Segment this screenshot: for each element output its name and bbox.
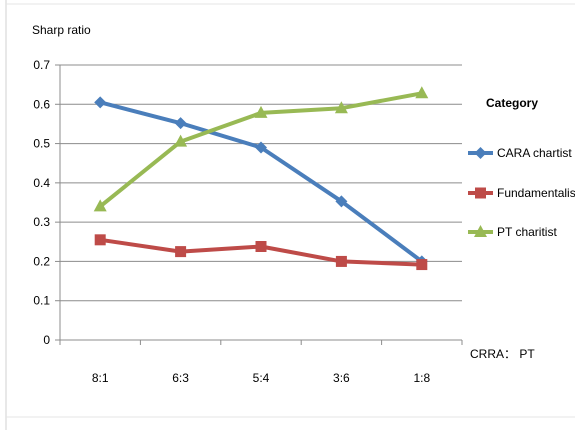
data-point (174, 134, 188, 147)
data-point (93, 199, 107, 212)
legend-swatch-marker (474, 225, 487, 237)
y-tick-label: 0.7 (33, 58, 50, 72)
data-point (416, 259, 428, 271)
x-tick-label: 3:6 (333, 371, 350, 385)
legend-label: CARA chartist (497, 146, 572, 160)
y-tick-label: 0 (43, 333, 50, 347)
data-point (94, 234, 106, 246)
x-tick-label: 6:3 (172, 371, 189, 385)
legend-item: PT charitist (468, 225, 557, 239)
data-point (415, 86, 429, 99)
data-point (255, 241, 267, 252)
y-tick-label: 0.2 (33, 254, 50, 268)
x-tick-label: 5:4 (253, 371, 270, 385)
axes (55, 64, 463, 345)
series-fundamentalist (94, 234, 428, 271)
legend-item: Fundamentalist (468, 186, 575, 200)
legend-swatch-marker (474, 147, 487, 159)
data-point (334, 101, 348, 114)
x-tick-label: 1:8 (413, 371, 430, 385)
y-axis-title: Sharp ratio (32, 23, 91, 37)
legend-label: PT charitist (497, 225, 557, 239)
x-axis-title: CRRA： PT (470, 347, 535, 361)
y-tick-label: 0.4 (33, 176, 50, 190)
x-tick-label: 8:1 (92, 371, 109, 385)
data-point (174, 117, 187, 130)
legend-swatch-marker (475, 187, 486, 199)
data-point (94, 96, 107, 109)
data-point (175, 246, 187, 258)
y-tick-label: 0.6 (33, 97, 50, 111)
legend-item: CARA chartist (468, 146, 572, 160)
series-pt-charitist (93, 86, 429, 212)
data-point (335, 255, 347, 267)
legend: CARA chartist Fundamentalist PT charitist (468, 146, 575, 239)
y-tick-label: 0.3 (33, 215, 50, 229)
y-tick-label: 0.1 (33, 294, 50, 308)
series-group (93, 86, 429, 271)
y-tick-labels: 0 0.1 0.2 0.3 0.4 0.5 0.6 0.7 (33, 58, 50, 347)
legend-label: Fundamentalist (497, 186, 575, 200)
data-point (254, 105, 268, 118)
legend-title: Category (486, 96, 538, 110)
data-point (255, 141, 267, 154)
data-point (335, 195, 348, 208)
gridlines (60, 64, 462, 302)
x-tick-labels: 8:1 6:3 5:4 3:6 1:8 (92, 371, 431, 385)
y-tick-label: 0.5 (33, 137, 50, 151)
